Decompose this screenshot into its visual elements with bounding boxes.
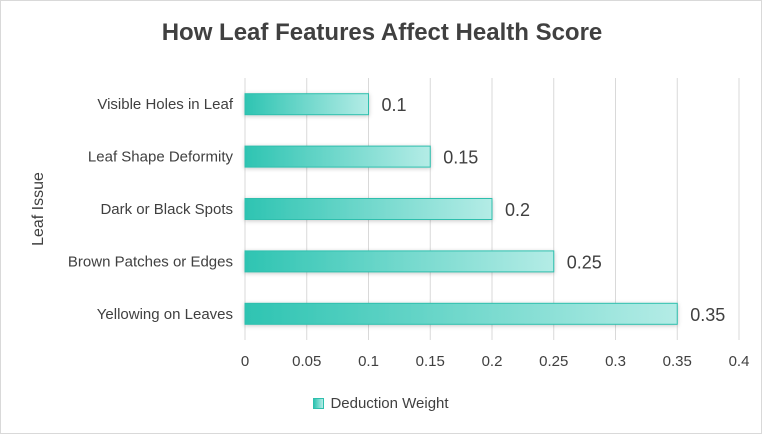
y-tick-label: Brown Patches or Edges [68,253,233,270]
bar [244,198,493,220]
x-tick-label: 0.1 [358,353,379,370]
data-label: 0.35 [690,305,725,325]
x-tick-label: 0.15 [416,353,445,370]
x-tick-label: 0 [241,353,249,370]
data-label: 0.25 [567,252,602,272]
y-tick-label: Yellowing on Leaves [97,306,233,323]
data-label: 0.1 [382,95,407,115]
x-tick-label: 0.25 [539,353,568,370]
y-tick-label: Dark or Black Spots [100,201,233,218]
bar [244,145,431,168]
bar [244,93,369,116]
x-tick-label: 0.05 [292,353,321,370]
bar [244,250,555,273]
data-label: 0.15 [443,148,478,168]
legend: Deduction Weight [0,395,762,412]
y-tick-label: Leaf Shape Deformity [88,149,234,166]
x-tick-label: 0.3 [605,353,626,370]
x-tick-label: 0.4 [729,353,750,370]
x-tick-label: 0.35 [663,353,692,370]
chart-title: How Leaf Features Affect Health Score [161,19,603,46]
y-tick-label: Visible Holes in Leaf [97,96,233,113]
bar [244,302,678,325]
legend-label: Deduction Weight [330,395,449,412]
x-tick-label: 0.2 [482,353,503,370]
legend-swatch [313,398,325,409]
data-label: 0.2 [505,200,530,220]
